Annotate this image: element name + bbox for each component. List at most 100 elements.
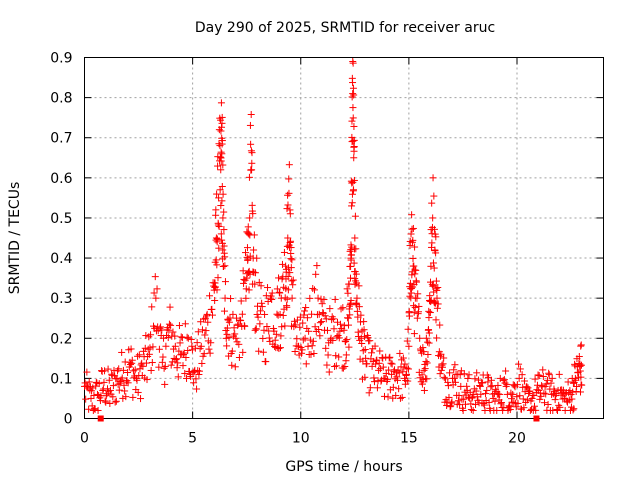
data-point-sample (147, 366, 155, 374)
data-point (405, 342, 413, 350)
data-point-sample (264, 284, 272, 292)
data-point-sample (203, 312, 211, 320)
data-point-sample (349, 79, 357, 87)
data-point-sample (226, 314, 234, 322)
data-point-sample (155, 363, 163, 371)
data-point-sample (395, 369, 403, 377)
data-point-sample (162, 342, 170, 350)
data-point (433, 294, 441, 302)
data-point-sample (347, 251, 355, 259)
data-point-sample (255, 278, 263, 286)
data-point-sample (505, 402, 513, 410)
data-point (483, 386, 491, 394)
data-point-sample (252, 325, 260, 333)
data-point-sample (500, 376, 508, 384)
data-point-sample (149, 343, 157, 351)
data-point-sample (306, 336, 314, 344)
data-point-sample (484, 373, 492, 381)
data-point (353, 294, 361, 302)
data-point (407, 230, 415, 238)
data-point-sample (183, 333, 191, 341)
data-point-sample (570, 405, 578, 413)
data-point-sample (384, 393, 392, 401)
data-point-sample (399, 354, 407, 362)
data-point-sample (265, 334, 273, 342)
data-point-sample (507, 389, 515, 397)
data-point-sample (104, 365, 112, 373)
data-point-sample (430, 264, 438, 272)
data-point-sample (404, 325, 412, 333)
data-point-sample (324, 351, 332, 359)
data-point-sample (451, 361, 459, 369)
data-point-sample (213, 235, 221, 243)
data-point-sample (109, 382, 117, 390)
data-point-sample (134, 352, 142, 360)
data-point (429, 214, 437, 222)
data-point-sample (108, 370, 116, 378)
data-point-sample (164, 334, 172, 342)
data-point-sample (335, 353, 343, 361)
data-point (245, 230, 253, 238)
data-point-sample (173, 364, 181, 372)
data-point-sample (302, 304, 310, 312)
data-point-sample (532, 406, 540, 414)
data-point-sample (425, 314, 433, 322)
data-point-sample (398, 393, 406, 401)
data-point-sample (393, 373, 401, 381)
data-point-sample (161, 363, 169, 371)
data-point-sample (404, 365, 412, 373)
data-point-sample (95, 380, 103, 388)
data-point-sample (181, 320, 189, 328)
data-point-sample (514, 399, 522, 407)
data-point (225, 318, 233, 326)
data-point-sample (220, 307, 228, 315)
data-point-sample (252, 269, 260, 277)
data-point-sample (167, 321, 175, 329)
data-point-sample (231, 330, 239, 338)
data-point-sample (375, 359, 383, 367)
data-point (158, 358, 166, 366)
data-point-sample (198, 359, 206, 367)
data-point-sample (538, 382, 546, 390)
data-point-sample (541, 399, 549, 407)
data-point (260, 326, 268, 334)
data-point-sample (544, 400, 552, 408)
data-point-sample (279, 311, 287, 319)
data-point-sample (181, 369, 189, 377)
data-point-sample (531, 375, 539, 383)
data-point-sample (363, 360, 371, 368)
data-point-sample (360, 326, 368, 334)
data-point-sample (575, 353, 583, 361)
data-point-sample (455, 391, 463, 399)
data-point-sample (239, 348, 247, 356)
data-point-sample (396, 349, 404, 357)
data-point (375, 366, 383, 374)
data-point-sample (471, 375, 479, 383)
data-point-sample (336, 320, 344, 328)
data-point-sample (331, 362, 339, 370)
data-point-sample (440, 354, 448, 362)
data-point-sample (284, 273, 292, 281)
data-point-sample (386, 353, 394, 361)
data-point-sample (94, 406, 102, 414)
data-point-sample (320, 296, 328, 304)
data-point-sample (256, 320, 264, 328)
data-point-sample (534, 371, 542, 379)
data-point-sample (418, 380, 426, 388)
data-point-sample (217, 99, 225, 107)
data-point-sample (82, 395, 90, 403)
data-point-sample (313, 262, 321, 270)
data-point-sample (104, 385, 112, 393)
data-point-sample (520, 404, 528, 412)
data-point-sample (445, 393, 453, 401)
data-point-sample (409, 224, 417, 232)
data-point-sample (293, 316, 301, 324)
data-point-sample (440, 373, 448, 381)
data-point-sample (332, 362, 340, 370)
data-point-sample (182, 354, 190, 362)
data-point-sample (447, 399, 455, 407)
data-point (351, 234, 359, 242)
data-point-sample (217, 157, 225, 165)
data-point-sample (309, 337, 317, 345)
data-point-sample (289, 281, 297, 289)
